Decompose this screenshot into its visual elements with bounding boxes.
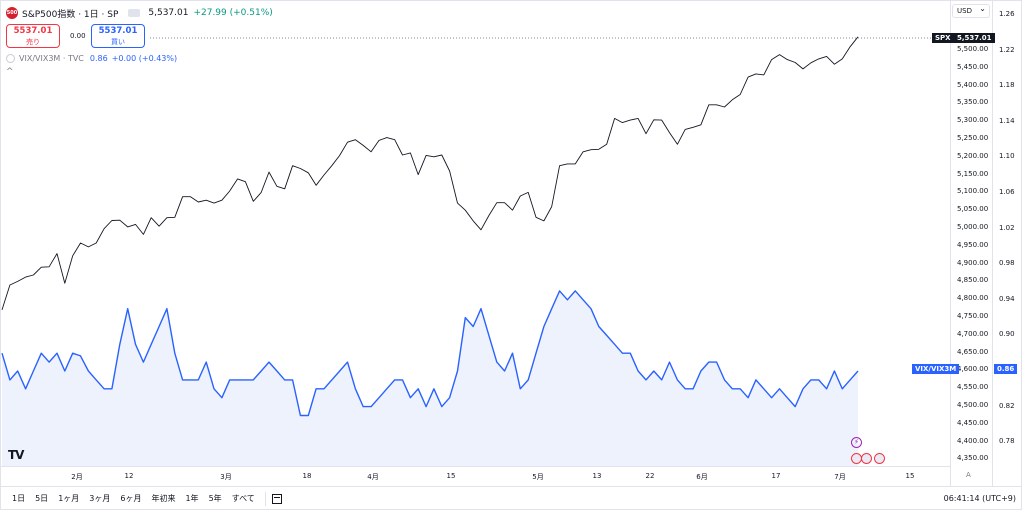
last-price: 5,537.01	[148, 8, 189, 18]
price-tick: 5,350.00	[957, 98, 989, 107]
price-tick: 4,450.00	[957, 418, 989, 427]
price-tick: 4,950.00	[957, 240, 989, 249]
range-3m[interactable]: 3ヶ月	[89, 494, 111, 503]
spread-value: 0.00	[70, 32, 86, 40]
spx-line[interactable]	[1, 36, 859, 311]
price-tick: 5,450.00	[957, 62, 989, 71]
time-tick: 18	[302, 472, 312, 480]
indicator-tick: 0.82	[999, 401, 1015, 410]
visibility-icon[interactable]	[128, 9, 141, 17]
price-tick: 4,400.00	[957, 436, 989, 445]
range-6m[interactable]: 6ヶ月	[120, 494, 142, 503]
price-tick: 4,900.00	[957, 258, 989, 267]
bottom-toolbar: 1日 5日 1ヶ月 3ヶ月 6ヶ月 年初来 1年 5年 すべて 06:41:14…	[0, 486, 1022, 510]
price-tick: 4,850.00	[957, 276, 989, 285]
indicator-tick: 1.26	[999, 10, 1015, 18]
currency-selector[interactable]: USD	[952, 3, 990, 18]
calendar-icon[interactable]	[271, 493, 282, 504]
indicator-tick: 1.22	[999, 45, 1015, 54]
time-tick: 15	[446, 472, 456, 480]
sell-price: 5537.01	[13, 26, 53, 36]
time-tick: 2月	[71, 473, 83, 481]
tradingview-logo[interactable]: TV	[8, 448, 25, 462]
symbol-logo-icon: 500	[6, 7, 18, 19]
us-flag-event-icon-3[interactable]	[874, 453, 885, 464]
price-tick: 4,800.00	[957, 294, 989, 303]
time-tick: 3月	[220, 473, 232, 481]
spx-tag: SPX	[932, 33, 954, 43]
time-tick: 15	[905, 472, 915, 480]
indicator-tick: 0.94	[999, 294, 1015, 303]
price-tick: 4,600.00	[957, 365, 989, 374]
price-change: +27.99 (+0.51%)	[193, 8, 273, 18]
time-tick: 4月	[367, 473, 379, 481]
range-ytd[interactable]: 年初来	[151, 494, 176, 503]
price-tick: 5,100.00	[957, 187, 989, 196]
price-tick: 5,300.00	[957, 116, 989, 125]
time-tick: 22	[645, 472, 655, 480]
indicator-change: +0.00 (+0.43%)	[111, 54, 178, 63]
range-1d[interactable]: 1日	[12, 494, 26, 503]
price-tick: 5,200.00	[957, 151, 989, 160]
indicator-scale[interactable]: 1.26 1.22 1.18 1.14 1.10 1.06 1.02 0.98 0.94 0.90…	[992, 0, 1022, 486]
vix-line[interactable]	[1, 290, 859, 417]
time-axis[interactable]: 2月 12 3月 18 4月 15 5月 13 22 6月 17 7月 15	[0, 466, 950, 486]
time-tick: 12	[124, 472, 134, 480]
collapse-legend-button[interactable]: ^	[6, 67, 14, 77]
price-tick: 5,150.00	[957, 169, 989, 178]
price-tick: 4,350.00	[957, 454, 989, 463]
sell-button[interactable]: 5537.01 売り	[6, 24, 60, 48]
dividend-event-icon[interactable]: ⚡	[851, 437, 862, 448]
price-tick: 4,650.00	[957, 347, 989, 356]
range-5y[interactable]: 5年	[208, 494, 222, 503]
price-tick: 4,700.00	[957, 329, 989, 338]
indicator-tick: 0.98	[999, 259, 1015, 268]
range-5d[interactable]: 5日	[35, 494, 49, 503]
time-tick: 7月	[834, 473, 846, 481]
buy-label: 買い	[111, 38, 125, 46]
indicator-tick: 0.78	[999, 437, 1015, 446]
sell-label: 売り	[26, 38, 40, 46]
indicator-legend[interactable]: VIX/VIX3M · TVC 0.86 +0.00 (+0.43%)	[6, 54, 177, 63]
vix-tag: VIX/VIX3M	[912, 364, 960, 374]
price-tick: 5,250.00	[957, 134, 989, 142]
clock[interactable]: 06:41:14 (UTC+9)	[943, 494, 1016, 503]
price-tick: 4,500.00	[957, 401, 989, 409]
spx-price-tag: 5,537.01	[954, 33, 995, 43]
range-all[interactable]: すべて	[231, 494, 255, 503]
indicator-tick: 1.18	[999, 81, 1015, 90]
buy-button[interactable]: 5537.01 買い	[91, 24, 145, 48]
symbol-title[interactable]: S&P500指数 · 1日 · SP	[22, 9, 119, 20]
time-tick: 6月	[696, 473, 708, 481]
indicator-tick: 1.14	[999, 116, 1015, 125]
toolbar-divider	[264, 491, 266, 506]
price-scale[interactable]: 5,500.00 5,450.00 5,400.00 5,350.00 5,300.00…	[950, 0, 992, 486]
indicator-value: 0.86	[89, 54, 108, 63]
price-tick: 4,550.00	[957, 383, 989, 392]
time-tick: 13	[592, 472, 602, 480]
range-1y[interactable]: 1年	[185, 494, 199, 503]
indicator-tick: 1.10	[999, 152, 1015, 161]
price-tick: 4,750.00	[957, 312, 989, 320]
vix-area	[2, 290, 858, 466]
price-tick: 5,500.00	[957, 45, 989, 53]
indicator-circle-icon	[6, 54, 15, 63]
auto-scale-button[interactable]: A	[966, 471, 971, 479]
price-tick: 5,400.00	[957, 80, 989, 89]
vix-value-tag: 0.86	[994, 364, 1018, 374]
time-tick: 17	[771, 472, 781, 480]
time-tick: 5月	[532, 473, 544, 481]
symbol-legend[interactable]: 500 S&P500指数 · 1日 · SP 5,537.01 +27.99 (…	[6, 6, 273, 20]
indicator-tick: 1.02	[999, 223, 1015, 232]
price-tick: 5,000.00	[957, 223, 989, 231]
price-tick: 5,050.00	[957, 205, 989, 214]
indicator-name[interactable]: VIX/VIX3M · TVC	[19, 54, 84, 63]
indicator-tick: 1.06	[999, 188, 1015, 196]
range-1m[interactable]: 1ヶ月	[58, 494, 80, 503]
us-flag-event-icon-2[interactable]	[861, 453, 872, 464]
indicator-tick: 0.90	[999, 330, 1015, 339]
buy-price: 5537.01	[98, 26, 138, 36]
